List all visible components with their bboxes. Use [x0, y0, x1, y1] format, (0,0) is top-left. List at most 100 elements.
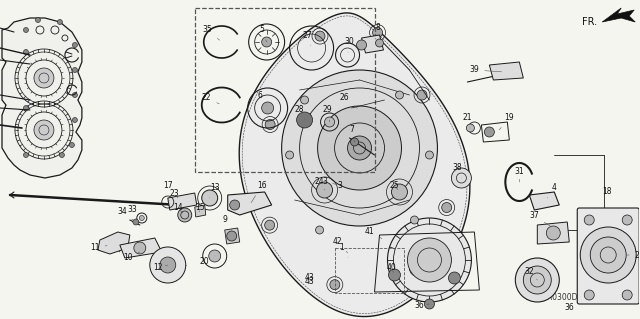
Circle shape — [396, 91, 403, 99]
Circle shape — [24, 152, 28, 158]
Text: 34: 34 — [117, 207, 134, 220]
Circle shape — [134, 242, 146, 254]
Text: 4: 4 — [547, 183, 557, 198]
Circle shape — [69, 143, 74, 147]
Text: 31: 31 — [515, 167, 524, 182]
Text: 1: 1 — [339, 243, 348, 258]
Circle shape — [417, 90, 427, 100]
Polygon shape — [602, 8, 635, 22]
Text: 35: 35 — [203, 26, 220, 40]
Text: 20: 20 — [200, 256, 215, 266]
Text: 40: 40 — [387, 263, 396, 272]
Text: 10: 10 — [123, 252, 140, 263]
Circle shape — [622, 290, 632, 300]
Circle shape — [580, 227, 636, 283]
Text: 24: 24 — [315, 177, 324, 190]
Text: 27: 27 — [303, 31, 312, 45]
Circle shape — [150, 247, 186, 283]
Circle shape — [316, 226, 324, 234]
Polygon shape — [362, 35, 383, 53]
Circle shape — [24, 106, 28, 110]
Circle shape — [317, 106, 401, 190]
Polygon shape — [239, 13, 470, 316]
Circle shape — [584, 290, 594, 300]
Circle shape — [408, 238, 451, 282]
Circle shape — [467, 124, 474, 132]
Text: 9: 9 — [222, 216, 232, 230]
Text: 13: 13 — [210, 183, 220, 198]
Text: 43: 43 — [305, 278, 314, 286]
Text: 6: 6 — [257, 92, 266, 106]
Text: 12: 12 — [153, 263, 168, 272]
Circle shape — [230, 200, 240, 210]
Circle shape — [315, 31, 325, 41]
FancyBboxPatch shape — [577, 208, 639, 304]
Circle shape — [140, 216, 144, 220]
Text: 14: 14 — [173, 204, 183, 213]
Circle shape — [265, 220, 275, 230]
Text: 33: 33 — [127, 205, 142, 218]
Text: 16: 16 — [251, 182, 266, 203]
Text: 26: 26 — [340, 93, 357, 108]
Circle shape — [424, 299, 435, 309]
Circle shape — [133, 219, 139, 225]
Text: 25: 25 — [390, 181, 399, 190]
Polygon shape — [98, 232, 130, 254]
Circle shape — [590, 237, 626, 273]
Circle shape — [376, 39, 383, 47]
Circle shape — [265, 120, 275, 130]
Text: 3: 3 — [322, 177, 337, 187]
Text: 42: 42 — [333, 238, 348, 253]
Circle shape — [351, 138, 358, 146]
Text: 28: 28 — [295, 106, 305, 120]
Circle shape — [388, 269, 401, 281]
Circle shape — [296, 112, 312, 128]
Circle shape — [317, 182, 333, 198]
Circle shape — [622, 215, 632, 225]
Circle shape — [72, 117, 77, 122]
Polygon shape — [529, 192, 559, 210]
Bar — [195, 8, 374, 172]
Text: 18: 18 — [602, 188, 612, 197]
Circle shape — [72, 68, 77, 72]
Circle shape — [515, 258, 559, 302]
Circle shape — [484, 127, 494, 137]
Text: 36: 36 — [415, 300, 429, 309]
Circle shape — [262, 37, 271, 47]
Polygon shape — [225, 228, 240, 244]
Circle shape — [282, 70, 437, 226]
Circle shape — [34, 68, 54, 88]
Text: 36: 36 — [564, 303, 574, 313]
Text: FR.: FR. — [582, 17, 597, 27]
Text: 3: 3 — [337, 181, 342, 189]
Bar — [335, 248, 404, 293]
Text: 21: 21 — [463, 114, 472, 128]
Polygon shape — [2, 18, 82, 178]
Circle shape — [262, 102, 274, 114]
Text: 22: 22 — [202, 93, 219, 104]
Text: 7: 7 — [349, 125, 355, 142]
Circle shape — [412, 263, 422, 273]
Circle shape — [24, 27, 28, 33]
Circle shape — [392, 184, 408, 200]
Text: 43: 43 — [305, 273, 314, 283]
Circle shape — [301, 96, 308, 104]
Circle shape — [202, 190, 218, 206]
Circle shape — [348, 136, 372, 160]
Text: 29: 29 — [323, 106, 332, 122]
Text: 23: 23 — [168, 189, 180, 202]
Text: 32: 32 — [525, 268, 538, 280]
Polygon shape — [490, 62, 524, 80]
Circle shape — [372, 28, 383, 38]
Circle shape — [34, 120, 54, 140]
Circle shape — [58, 19, 63, 25]
Polygon shape — [228, 192, 271, 215]
Text: 38: 38 — [452, 164, 462, 178]
Circle shape — [442, 203, 452, 212]
Circle shape — [426, 151, 433, 159]
Circle shape — [410, 216, 419, 224]
Text: 17: 17 — [163, 182, 178, 198]
Circle shape — [451, 168, 472, 188]
Circle shape — [160, 257, 176, 273]
Text: 15: 15 — [195, 204, 205, 212]
